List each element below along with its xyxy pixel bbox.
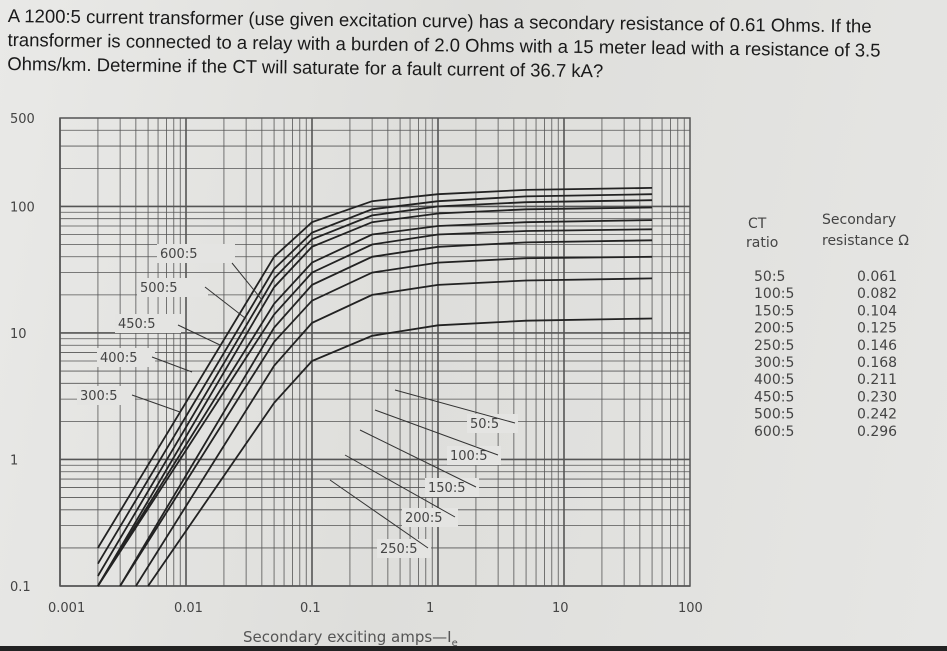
curve-label-leader [204, 286, 246, 319]
x-tick-label: 10 [552, 601, 569, 616]
x-tick-label: 0.001 [48, 601, 85, 616]
x-tick-label: 100 [678, 601, 703, 616]
curve-label-bg [97, 348, 155, 367]
chart-ticks: 0.001 0.01 0.1 1 10 100 500 100 10 1 0.1 [10, 112, 703, 616]
curve-300-5 [97, 219, 653, 587]
curve-400-5 [97, 206, 653, 587]
curve-200-5 [119, 239, 653, 587]
curve-label-leader [177, 324, 221, 346]
curve-label-50-5: 50:5 [470, 417, 499, 432]
table-ct-ratio: 150:5 [754, 303, 794, 319]
curve-500-5 [97, 193, 653, 565]
curve-label-bg [402, 508, 458, 527]
table-ct-ratio: 100:5 [754, 286, 794, 302]
curve-label-leader [329, 479, 429, 549]
table-secondary-resistance: 0.146 [857, 338, 897, 354]
curve-label-150-5: 150:5 [428, 481, 465, 496]
curve-label-leader [359, 429, 477, 488]
curve-label-250-5: 250:5 [380, 542, 417, 557]
curve-label-bg [115, 314, 181, 333]
curve-label-600-5: 600:5 [160, 247, 197, 262]
curve-label-leader [151, 356, 193, 373]
curve-label-leader [394, 389, 516, 424]
table-ct-ratio: 450:5 [754, 389, 794, 405]
curve-label-leader [374, 409, 499, 456]
table-secondary-resistance: 0.230 [857, 389, 897, 405]
chart-curves [97, 187, 653, 587]
y-tick-label: 1 [10, 453, 18, 468]
table-ct-ratio: 300:5 [754, 355, 794, 371]
ct-resistance-table: CT ratio Secondary resistance Ω 50:5 0.06… [746, 212, 909, 440]
curve-label-400-5: 400:5 [100, 351, 137, 366]
curve-label-100-5: 100:5 [450, 449, 487, 464]
curve-label-bg [157, 244, 235, 263]
curve-450-5 [97, 199, 653, 577]
y-tick-label: 10 [10, 327, 27, 342]
curve-label-bg [77, 386, 135, 405]
curve-labels: 600:5 500:5 450:5 400:5 300:5 250:5 200:5 150:5… [77, 244, 518, 558]
curve-150-5 [119, 255, 653, 587]
curve-label-bg [425, 478, 479, 497]
table-ct-ratio: 50:5 [754, 269, 785, 285]
curve-label-bg [137, 278, 208, 297]
table-secondary-resistance: 0.082 [857, 286, 897, 302]
x-tick-label: 0.01 [174, 601, 203, 616]
table-ct-ratio: 600:5 [754, 424, 794, 440]
x-axis-label: Secondary exciting amps—Ie [243, 628, 458, 649]
photo-bottom-edge [0, 646, 947, 651]
table-ct-ratio: 400:5 [754, 372, 794, 388]
y-tick-label: 500 [10, 112, 35, 127]
x-tick-label: 0.1 [300, 601, 321, 616]
table-ct-ratio: 500:5 [754, 407, 794, 423]
table-secondary-resistance: 0.104 [857, 303, 897, 319]
table-header-resistance: resistance Ω [822, 233, 909, 249]
table-secondary-resistance: 0.125 [857, 321, 897, 337]
curve-label-200-5: 200:5 [405, 511, 442, 526]
curve-label-leader [131, 394, 181, 413]
table-secondary-resistance: 0.211 [857, 372, 897, 388]
curve-label-500-5: 500:5 [140, 281, 177, 296]
curve-label-bg [377, 539, 431, 558]
table-rows: 50:5 0.061 100:5 0.082 150:5 0.104 200:5 0.125 2… [754, 269, 897, 440]
curve-100-5 [135, 277, 653, 587]
table-secondary-resistance: 0.242 [857, 407, 897, 423]
curve-label-leader [344, 454, 456, 518]
table-header-ratio: ratio [746, 235, 778, 251]
table-header-secondary: Secondary [822, 212, 896, 228]
table-secondary-resistance: 0.296 [857, 424, 897, 440]
chart-grid [59, 117, 691, 587]
x-axis-label-main: Secondary exciting amps—I [243, 628, 452, 646]
table-ct-ratio: 250:5 [754, 338, 794, 354]
table-secondary-resistance: 0.168 [857, 355, 897, 371]
curve-600-5 [97, 187, 653, 549]
table-secondary-resistance: 0.061 [857, 269, 897, 285]
curve-label-450-5: 450:5 [118, 317, 155, 332]
table-ct-ratio: 200:5 [754, 321, 794, 337]
x-axis-label-sub: e [452, 638, 458, 649]
curve-label-leader [231, 262, 263, 301]
curve-label-300-5: 300:5 [80, 389, 117, 404]
y-tick-label: 0.1 [10, 580, 31, 595]
curve-250-5 [97, 228, 653, 587]
x-tick-label: 1 [426, 601, 434, 616]
table-header-ct: CT [748, 216, 767, 232]
curve-label-bg [467, 414, 518, 433]
curve-50-5 [147, 317, 653, 587]
y-tick-label: 100 [10, 200, 35, 215]
